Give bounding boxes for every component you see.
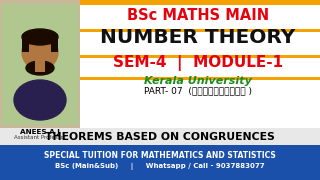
Text: BSc MATHS MAIN: BSc MATHS MAIN <box>127 8 269 23</box>
Text: SPECIAL TUITION FOR MATHEMATICS AND STATISTICS: SPECIAL TUITION FOR MATHEMATICS AND STAT… <box>44 150 276 159</box>
Bar <box>0 145 320 180</box>
Circle shape <box>22 34 58 70</box>
Text: NUMBER THEORY: NUMBER THEORY <box>100 28 296 47</box>
Text: PART- 07  (മലയാളത്തിൽ ): PART- 07 (മലയാളത്തിൽ ) <box>144 86 252 95</box>
Bar <box>80 76 320 80</box>
Text: THEOREMS BASED ON CONGRUENCES: THEOREMS BASED ON CONGRUENCES <box>45 132 275 141</box>
Text: BSc (Main&Sub)     |     Whatsapp / Call - 9037883077: BSc (Main&Sub) | Whatsapp / Call - 90378… <box>55 163 265 170</box>
Bar <box>80 55 320 58</box>
Ellipse shape <box>22 29 58 45</box>
Bar <box>0 0 80 128</box>
Text: SEM-4  |  MODULE-1: SEM-4 | MODULE-1 <box>113 55 283 71</box>
Bar <box>22 34 29 52</box>
Bar <box>0 0 320 128</box>
Text: Kerala University: Kerala University <box>144 76 252 86</box>
Bar <box>2 4 78 125</box>
Ellipse shape <box>14 80 66 120</box>
Text: ANEES A J: ANEES A J <box>20 129 60 135</box>
Bar <box>35 60 45 72</box>
Bar <box>80 28 320 32</box>
Bar <box>0 0 320 5</box>
Bar <box>51 34 58 52</box>
Text: Assistant Professor: Assistant Professor <box>14 135 66 140</box>
Ellipse shape <box>26 61 54 75</box>
Bar <box>0 128 320 145</box>
